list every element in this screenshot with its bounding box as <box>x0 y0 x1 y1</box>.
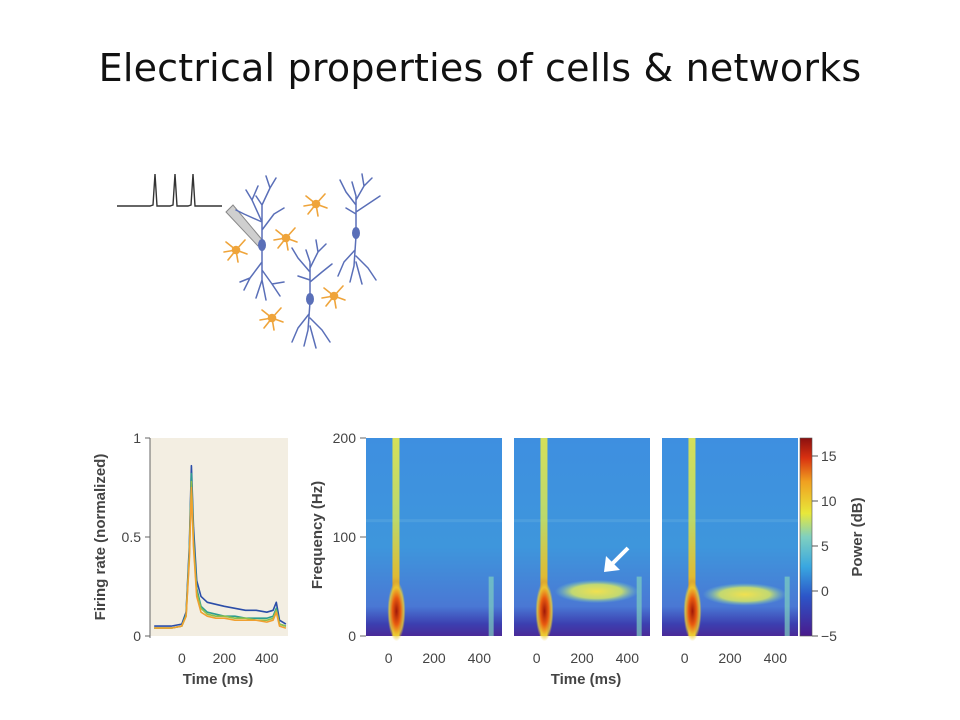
neuron-2 <box>337 173 381 285</box>
texture-band <box>662 519 798 523</box>
y-tick-label: 200 <box>333 430 357 446</box>
x-tick-label: 200 <box>718 650 742 666</box>
x-tick-label: 0 <box>681 650 689 666</box>
glia-2 <box>273 227 298 251</box>
x-axis-label: Time (ms) <box>183 671 254 688</box>
texture-band <box>514 519 650 523</box>
spectrogram-background <box>366 438 502 636</box>
offset-response <box>488 576 494 636</box>
neurons <box>235 173 381 349</box>
glia-4 <box>321 285 346 309</box>
plot-background <box>150 438 288 636</box>
x-tick-label: 400 <box>616 650 640 666</box>
spectrogram-background <box>514 438 650 636</box>
colorbar-tick-label: −5 <box>821 628 837 644</box>
spectrogram-panel-2: 0 200 400 <box>514 438 650 666</box>
neuron-1 <box>235 175 285 301</box>
low-frequency-hotspot <box>683 581 702 642</box>
offset-response <box>636 576 642 636</box>
gamma-band <box>702 583 787 606</box>
glia-1 <box>303 193 328 217</box>
onset-response <box>540 438 548 636</box>
x-tick-label: 400 <box>764 650 788 666</box>
colorbar: 15 10 5 0 −5 Power (dB) <box>799 437 866 644</box>
y-axis-label: Firing rate (normalized) <box>92 454 109 621</box>
firing-rate-plot: 0 0.5 1 0 200 400 Firing rate (normalized) Ti… <box>92 430 288 688</box>
texture-band <box>366 519 502 523</box>
colorbar-gradient <box>799 437 813 637</box>
colorbar-tick-label: 10 <box>821 493 837 509</box>
colorbar-tick-label: 15 <box>821 448 837 464</box>
x-tick-label: 200 <box>422 650 446 666</box>
onset-response <box>688 438 696 636</box>
series-line-4 <box>154 486 287 629</box>
slide-title: Electrical properties of cells & network… <box>98 46 862 90</box>
y-tick-label: 0 <box>133 628 141 644</box>
arrow-annotation <box>604 546 630 572</box>
glia-5 <box>259 307 284 331</box>
x-tick-label: 400 <box>468 650 492 666</box>
spike-trace <box>117 173 222 207</box>
colorbar-tick-label: 5 <box>821 538 829 554</box>
glia-cells <box>223 193 346 331</box>
y-axis-label: Frequency (Hz) <box>309 481 326 589</box>
low-frequency-hotspot <box>387 581 406 642</box>
glia-3 <box>223 239 248 263</box>
colorbar-tick-label: 0 <box>821 583 829 599</box>
x-tick-label: 200 <box>570 650 594 666</box>
y-tick-label: 100 <box>333 529 357 545</box>
gamma-band <box>554 579 639 604</box>
colorbar-label: Power (dB) <box>849 497 866 576</box>
spectrogram-panel-3: 0 200 400 <box>662 438 798 666</box>
y-tick-label: 0 <box>348 628 356 644</box>
neuron-3 <box>291 239 333 349</box>
spectrogram-panel-1: 0 200 400 <box>366 438 502 666</box>
x-tick-label: 200 <box>213 650 237 666</box>
x-tick-label: 0 <box>178 650 186 666</box>
spectrogram-background <box>662 438 798 636</box>
y-tick-label: 0.5 <box>122 529 142 545</box>
x-tick-label: 400 <box>255 650 279 666</box>
offset-response <box>784 576 790 636</box>
y-tick-label: 1 <box>133 430 141 446</box>
spectrogram-plots: Frequency (Hz) Time (ms) 0 100 200 0 200 400… <box>309 430 798 688</box>
onset-response <box>392 438 400 636</box>
x-tick-label: 0 <box>533 650 541 666</box>
x-axis-label: Time (ms) <box>551 671 622 688</box>
x-tick-label: 0 <box>385 650 393 666</box>
low-frequency-hotspot <box>535 581 554 642</box>
